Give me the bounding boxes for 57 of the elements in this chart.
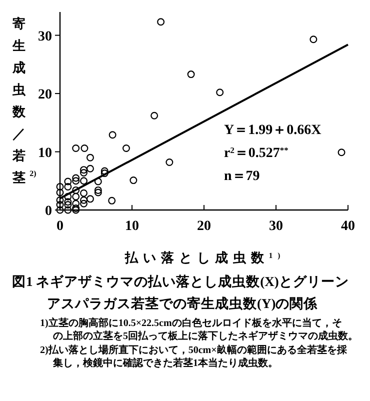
annotation: r$^{2}$＝0.527$^{**}$	[224, 146, 288, 161]
point	[310, 36, 318, 44]
x-tick-label: 40	[341, 219, 355, 234]
point	[100, 167, 108, 175]
text: 図1 ネギアザミウマの払い落とし成虫数(X)とグリーンアスパラガス若茎での寄生成虫数(Y)の関係	[12, 274, 349, 311]
point	[86, 154, 94, 162]
point	[72, 174, 80, 182]
point	[86, 195, 94, 203]
point	[72, 200, 80, 208]
x-tick-label: 30	[269, 219, 283, 234]
point	[108, 196, 116, 204]
text: 1)立茎の胸高部に10.5×22.5cmの白色セルロイド板を水平に当て，その上部の立茎を5回払って板上に落下したネギアザミウマの成虫数。	[40, 317, 358, 342]
text: 2)払い落とし場所直下において，50cm×畝幅の範囲にある全若茎を採集し，検鏡中に確認できた若茎1本当たり成虫数。	[40, 344, 348, 369]
point	[64, 206, 72, 214]
x-tick-label: 0	[56, 219, 64, 234]
y-tick-label: 0	[45, 204, 52, 219]
point	[64, 198, 72, 206]
point	[80, 196, 88, 204]
point	[157, 18, 165, 26]
x-axis-title: 払い落とし成虫数$^{1)}$	[124, 250, 286, 265]
point	[187, 70, 195, 78]
annotation: Y＝1.99＋0.66X	[224, 123, 322, 138]
point	[94, 186, 102, 194]
y-tick-label: 30	[38, 29, 52, 44]
point	[56, 196, 64, 204]
point	[166, 158, 174, 166]
point	[122, 144, 130, 152]
point	[72, 177, 80, 185]
point	[100, 170, 108, 178]
point	[64, 178, 72, 186]
y-tick-label: 10	[38, 146, 52, 161]
point	[86, 164, 94, 172]
point	[94, 178, 102, 186]
point	[80, 189, 88, 197]
x-tick-label: 20	[197, 219, 211, 234]
point	[72, 144, 80, 152]
y-tick-label: 20	[38, 88, 52, 103]
point	[80, 166, 88, 174]
point	[56, 188, 64, 196]
point	[108, 131, 116, 139]
point	[150, 112, 158, 120]
x-tick-label: 10	[125, 219, 139, 234]
point	[56, 182, 64, 190]
point	[80, 144, 88, 152]
point	[130, 176, 138, 184]
point	[64, 182, 72, 190]
point	[80, 200, 88, 208]
annotation: n＝79	[224, 169, 260, 184]
point	[72, 186, 80, 194]
point	[72, 192, 80, 200]
point	[94, 188, 102, 196]
point	[216, 88, 224, 96]
point	[64, 201, 72, 209]
point	[80, 168, 88, 176]
point	[338, 148, 346, 156]
point	[80, 177, 88, 185]
point	[64, 192, 72, 200]
